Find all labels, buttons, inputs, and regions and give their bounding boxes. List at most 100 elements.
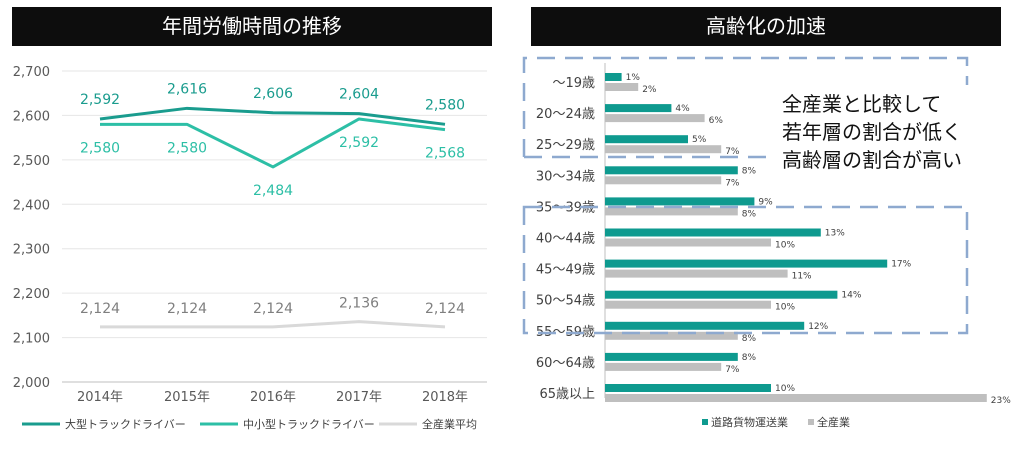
bar-all-industry <box>605 176 722 185</box>
legend-swatch <box>702 419 708 425</box>
category-label: 50～54歳 <box>536 294 595 309</box>
category-label: 40～44歳 <box>536 232 595 247</box>
bar-value-label: 17% <box>891 260 911 270</box>
bar-value-label: 14% <box>841 291 861 301</box>
series-line <box>100 117 446 169</box>
bar-value-label: 11% <box>792 272 812 282</box>
category-label: 65歳以上 <box>539 387 595 402</box>
young-group-frame <box>522 56 969 157</box>
bar-all-industry <box>605 362 722 371</box>
data-label: 2,606 <box>253 86 293 102</box>
data-label: 2,124 <box>425 301 465 317</box>
bar-road-freight <box>605 166 738 175</box>
bar-value-label: 7% <box>725 365 740 375</box>
bar-value-label: 10% <box>775 241 795 251</box>
category-label: ～19歳 <box>552 76 595 91</box>
bar-value-label: 1% <box>626 73 641 83</box>
bar-value-label: 2% <box>642 85 657 95</box>
callout-annotation: 全産業と比較して 若年層の割合が低く 高齢層の割合が高い <box>782 90 962 174</box>
bar-value-label: 7% <box>725 147 740 157</box>
category-label: 55～59歳 <box>536 325 595 340</box>
bar-road-freight <box>605 228 821 237</box>
data-label: 2,124 <box>167 301 207 317</box>
data-label: 2,484 <box>253 183 293 199</box>
data-label: 2,592 <box>339 135 379 151</box>
bar-value-label: 23% <box>991 396 1011 406</box>
category-label: 45～49歳 <box>536 263 595 278</box>
old-group-frame <box>522 205 969 335</box>
data-label: 2,592 <box>80 92 120 108</box>
data-label: 2,124 <box>253 301 293 317</box>
category-label: 30～34歳 <box>536 169 595 184</box>
bar-all-industry <box>605 207 738 216</box>
bar-value-label: 8% <box>742 166 757 176</box>
category-label: 60～64歳 <box>536 356 595 371</box>
bar-road-freight <box>605 104 672 113</box>
bar-road-freight <box>605 290 838 299</box>
bar-value-label: 12% <box>808 322 828 332</box>
y-tick-label: 2,600 <box>13 109 50 124</box>
data-label: 2,580 <box>425 97 465 113</box>
bar-all-industry <box>605 145 722 154</box>
series-line <box>100 320 446 329</box>
bar-all-industry <box>605 269 788 278</box>
bar-road-freight <box>605 73 622 81</box>
bar-all-industry <box>605 238 771 247</box>
callout-line: 全産業と比較して <box>782 92 942 116</box>
bar-chart-title: 高齢化の加速 <box>531 7 1001 46</box>
x-tick-label: 2018年 <box>422 390 468 405</box>
category-label: 25～29歳 <box>536 138 595 153</box>
bar-value-label: 5% <box>692 135 707 145</box>
bar-value-label: 10% <box>775 384 795 394</box>
x-tick-label: 2015年 <box>164 390 210 405</box>
legend-label: 大型トラックドライバー <box>65 417 186 431</box>
data-label: 2,136 <box>339 296 379 312</box>
data-label: 2,568 <box>425 146 465 162</box>
legend-label: 全産業 <box>817 415 850 429</box>
bar-value-label: 10% <box>775 303 795 313</box>
bar-value-label: 4% <box>675 104 690 114</box>
data-label: 2,124 <box>80 301 120 317</box>
y-tick-label: 2,100 <box>13 332 50 347</box>
bar-road-freight <box>605 135 688 144</box>
bar-value-label: 6% <box>709 116 724 126</box>
bar-all-industry <box>605 300 771 309</box>
series-line <box>99 106 446 126</box>
data-label: 2,604 <box>339 87 379 103</box>
bar-value-label: 8% <box>742 334 757 344</box>
legend-label: 中小型トラックドライバー <box>243 417 375 431</box>
bar-all-industry <box>605 394 987 402</box>
y-tick-label: 2,500 <box>13 154 50 169</box>
y-tick-label: 2,400 <box>13 198 50 213</box>
bar-value-label: 8% <box>742 353 757 363</box>
callout-line: 高齢層の割合が高い <box>782 148 962 172</box>
bar-road-freight <box>605 352 738 361</box>
bar-road-freight <box>605 321 805 330</box>
bar-value-label: 8% <box>742 209 757 219</box>
legend-label: 全産業平均 <box>422 417 477 431</box>
bar-all-industry <box>605 83 639 91</box>
data-label: 2,580 <box>167 140 207 156</box>
bar-all-industry <box>605 114 705 123</box>
bar-road-freight <box>605 197 755 206</box>
legend-swatch <box>808 419 814 425</box>
bar-value-label: 13% <box>825 229 845 239</box>
data-label: 2,616 <box>167 81 207 97</box>
x-tick-label: 2016年 <box>250 390 296 405</box>
y-tick-label: 2,700 <box>13 65 50 80</box>
x-tick-label: 2017年 <box>336 390 382 405</box>
bar-value-label: 7% <box>725 178 740 188</box>
y-tick-label: 2,300 <box>13 243 50 258</box>
bar-road-freight <box>605 259 888 268</box>
line-chart-title: 年間労働時間の推移 <box>12 7 492 46</box>
y-tick-label: 2,000 <box>13 376 50 391</box>
y-tick-label: 2,200 <box>13 287 50 302</box>
category-label: 20～24歳 <box>536 107 595 122</box>
bar-value-label: 9% <box>758 197 773 207</box>
bar-all-industry <box>605 331 738 340</box>
data-label: 2,580 <box>80 140 120 156</box>
legend-label: 道路貨物運送業 <box>711 415 788 429</box>
callout-line: 若年層の割合が低く <box>782 120 962 144</box>
bar-road-freight <box>605 384 771 392</box>
